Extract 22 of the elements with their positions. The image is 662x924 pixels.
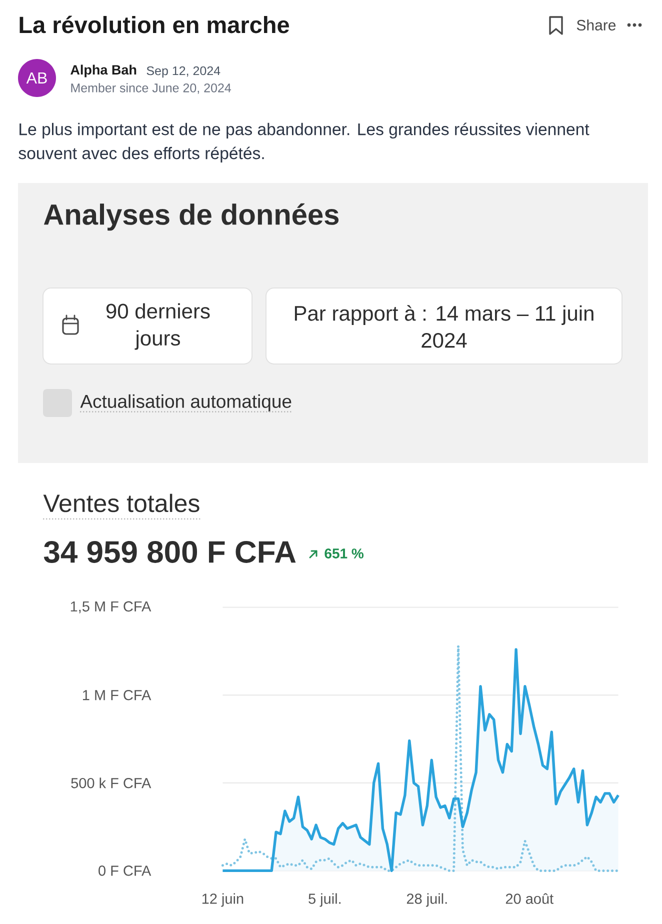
text: Actualisation automatique xyxy=(80,394,292,412)
text: AB xyxy=(26,72,47,84)
chart-subtitle: 34 959 800 F CFA xyxy=(44,541,296,563)
x-tick-label: 5 juil. xyxy=(308,893,341,907)
text: 651 % xyxy=(324,548,364,558)
chart-title: Ventes totales xyxy=(43,494,200,512)
y-tick-label: 1,5 M F CFA xyxy=(70,601,152,614)
text: Analyses de données xyxy=(44,203,339,231)
text: La révolution en marche xyxy=(20,16,290,34)
text: Alpha Bah xyxy=(70,64,136,78)
x-tick-label: 12 juin xyxy=(202,893,244,907)
text: 90 derniers jours xyxy=(106,303,210,350)
text: Le plus important est de ne pas abandonner. Les grandes réussites viennent souvent avec des efforts répétés. xyxy=(18,122,590,163)
text: Member since June 20, 2024 xyxy=(71,83,232,94)
y-tick-label: 1 M F CFA xyxy=(82,690,152,700)
text: Sep 12, 2024 xyxy=(146,66,220,78)
y-tick-label: 500 k F CFA xyxy=(71,778,152,788)
x-tick-label: 20 août xyxy=(506,893,554,904)
text: Share xyxy=(576,19,616,30)
x-tick-label: 28 juil. xyxy=(406,893,447,907)
text: Par rapport à : 14 mars – 11 juin 2024 xyxy=(294,305,594,348)
y-tick-label: 0 F CFA xyxy=(98,866,152,876)
